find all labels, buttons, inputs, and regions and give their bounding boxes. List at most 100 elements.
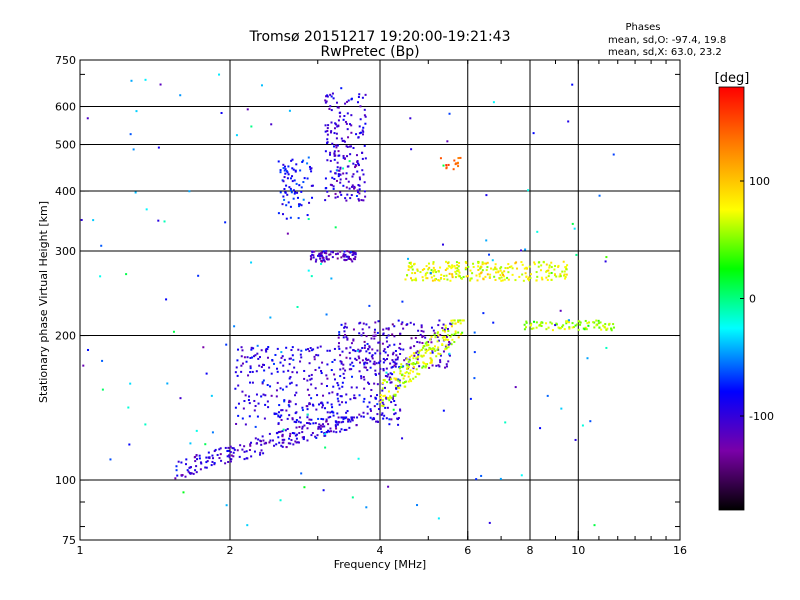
data-point [398,381,401,384]
data-point [324,199,327,202]
data-point [481,261,484,264]
x-tick-label: 10 [571,544,585,557]
data-point [309,258,312,261]
data-point [294,169,297,172]
data-point [310,167,313,170]
data-point [293,179,296,182]
data-point [329,170,332,173]
data-point [347,180,350,183]
data-point [279,416,282,419]
data-point [403,359,406,362]
data-point [226,450,229,453]
data-point [342,418,345,421]
data-point [539,269,542,272]
data-point [428,338,431,341]
data-point [328,253,331,256]
data-point [339,111,342,114]
chart-subtitle: RwPretec (Bp) [320,44,419,60]
data-point [362,126,365,129]
data-point [255,393,258,396]
data-point [485,239,488,242]
data-point [408,363,411,366]
data-point [409,346,412,349]
data-point [358,93,361,96]
data-point [246,524,249,527]
data-point [379,398,382,401]
data-point [439,333,442,336]
data-point [248,402,251,405]
data-point [430,335,433,338]
data-point [492,101,495,104]
data-point [216,453,219,456]
data-point [376,403,379,406]
data-point [245,360,248,363]
data-point [559,273,562,276]
data-point [444,324,447,327]
data-point [276,367,279,370]
data-point [271,439,274,442]
data-point [347,418,350,421]
data-point [197,274,200,277]
data-point [390,381,393,384]
data-point [317,426,320,429]
data-point [363,181,366,184]
data-point [318,253,321,256]
data-point [464,268,467,271]
data-point [227,446,230,449]
data-point [503,275,506,278]
data-point [277,430,280,433]
data-point [268,366,271,369]
data-point [318,366,321,369]
data-point [262,452,265,455]
data-point [207,456,210,459]
data-point [529,273,532,276]
data-point [337,384,340,387]
data-point [303,424,306,427]
data-point [330,95,333,98]
data-point [430,326,433,329]
data-point [450,323,453,326]
data-point [406,367,409,370]
data-point [355,386,358,389]
data-point [430,269,433,272]
data-point [212,457,215,460]
data-point [240,355,243,358]
data-point [375,420,378,423]
data-point [232,455,235,458]
data-point [314,260,317,263]
data-point [454,330,457,333]
data-point [393,361,396,364]
data-point [314,368,317,371]
data-point [434,336,437,339]
data-point [361,151,364,154]
data-point [530,327,533,330]
data-point [381,382,384,385]
data-point [292,197,295,200]
data-point [579,321,582,324]
data-point [362,411,365,414]
data-point [145,208,148,211]
data-point [211,460,214,463]
data-point [442,409,445,412]
data-point [296,191,299,194]
data-point [358,413,361,416]
data-point [340,360,343,363]
data-point [336,423,339,426]
data-point [457,319,460,322]
data-point [289,177,292,180]
data-point [605,346,608,349]
data-point [254,437,257,440]
data-point [194,469,197,472]
data-point [458,275,461,278]
data-point [312,422,315,425]
data-point [578,320,581,323]
data-point [388,418,391,421]
data-point [406,274,409,277]
data-point [336,397,339,400]
data-point [287,442,290,445]
data-point [196,458,199,461]
data-point [605,256,608,259]
data-point [559,275,562,278]
data-point [225,504,228,507]
data-point [464,266,467,269]
